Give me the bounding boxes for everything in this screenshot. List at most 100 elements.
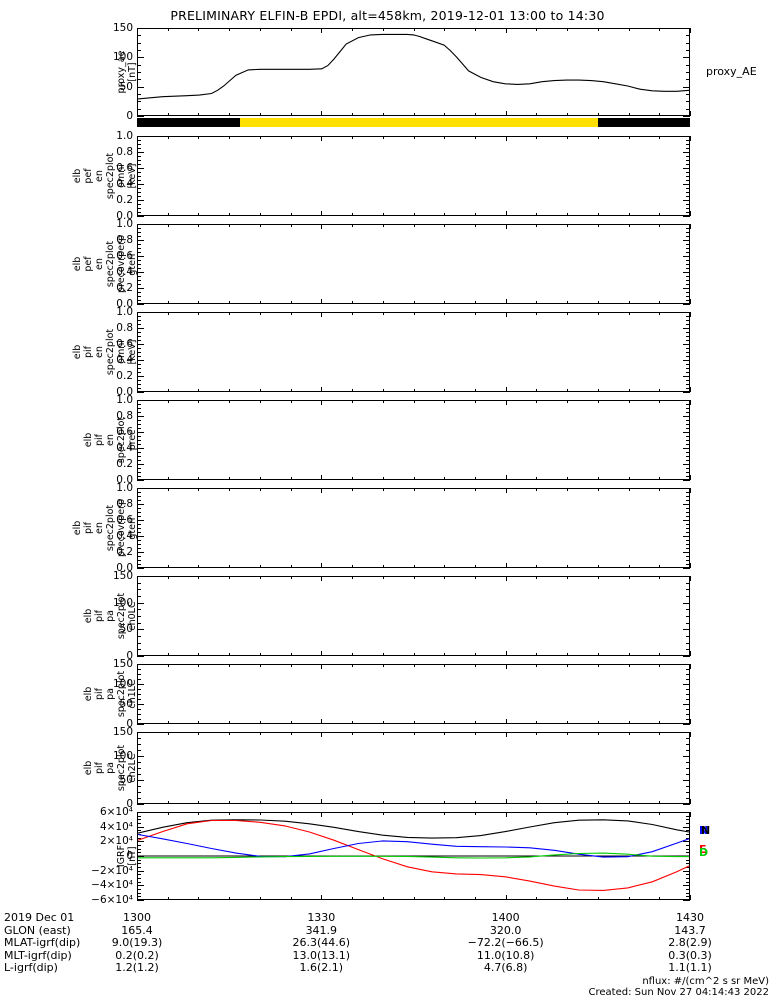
xtick-minor [229,477,230,480]
xtick-minor [598,721,599,724]
ytick-minor [686,404,690,405]
ytick-major [137,576,144,577]
xtick-minor [567,488,568,491]
ytick-label: 6×10⁴ [99,806,133,818]
ytick-minor [137,94,141,95]
data-coverage-bar[interactable] [137,118,690,127]
ylabel-word: pa [105,610,116,622]
ytick-minor [686,786,690,787]
xtick-major [321,28,322,33]
ytick-minor [137,428,141,429]
ytick-minor [686,35,690,36]
ytick-major [683,312,690,313]
xtick-minor [659,400,660,403]
ytick-major [137,216,144,217]
ylabel-word: gterr [127,516,138,540]
xtick-minor [659,897,660,900]
ytick-major [137,116,144,117]
xtick-minor [291,312,292,315]
xtick-minor [414,576,415,579]
ytick-minor [137,564,141,565]
xtick-minor [260,897,261,900]
ytick-major [137,827,144,828]
ephemeris-row-label: MLAT-igrf(dip) [4,936,81,949]
xtick-minor [567,400,568,403]
ytick-major [137,28,144,29]
xtick-minor [567,801,568,804]
xtick-minor [536,565,537,568]
ytick-label: 0 [126,850,133,862]
xtick-minor [198,136,199,139]
xtick-minor [229,897,230,900]
ephemeris-value: 0.3(0.3) [668,948,712,962]
ytick-minor [137,709,141,710]
xtick-minor [383,565,384,568]
ytick-minor [137,352,141,353]
ytick-minor [686,674,690,675]
xtick-minor [536,28,537,31]
ytick-minor [137,440,141,441]
xtick-minor [291,801,292,804]
ytick-major [137,344,144,345]
ylabel-word: gterr [127,252,138,276]
xtick-minor [475,136,476,139]
xtick-minor [291,400,292,403]
xtick-minor [168,732,169,735]
xtick-minor [536,801,537,804]
ytick-minor [137,244,141,245]
xtick-minor [260,477,261,480]
xtick-minor [168,136,169,139]
ytick-minor [686,424,690,425]
ytick-minor [686,284,690,285]
xtick-major [321,799,322,804]
xtick-minor [475,812,476,815]
ytick-major [137,812,144,813]
ytick-major [683,464,690,465]
xtick-major [137,312,138,317]
ytick-minor [686,694,690,695]
ytick-major [683,392,690,393]
ytick-minor [686,43,690,44]
xtick-major [506,299,507,304]
ytick-label: 150 [112,726,133,738]
xtick-minor [198,576,199,579]
series-B_down [138,852,689,859]
xtick-minor [444,28,445,31]
ytick-major [137,464,144,465]
xtick-minor [260,812,261,815]
ytick-major [683,432,690,433]
xtick-minor [291,477,292,480]
ytick-major [137,841,144,842]
ytick-major [683,152,690,153]
xtick-minor [352,664,353,667]
xtick-minor [168,213,169,216]
ytick-major [137,416,144,417]
ylabel-word: precovrperp [116,235,127,293]
xtick-minor [383,801,384,804]
ytick-minor [686,699,690,700]
xtick-minor [229,732,230,735]
xtick-minor [198,477,199,480]
xtick-major [506,488,507,493]
xtick-minor [168,565,169,568]
ytick-minor [137,623,141,624]
coverage-segment [239,118,598,127]
xtick-minor [229,400,230,403]
ytick-minor [686,819,690,820]
xtick-major [321,488,322,493]
ytick-minor [686,384,690,385]
ytick-minor [686,232,690,233]
ytick-minor [137,719,141,720]
ytick-minor [137,452,141,453]
xtick-minor [229,213,230,216]
ylabel-word: elb [83,608,94,624]
xtick-major [690,475,691,480]
xtick-minor [352,136,353,139]
ytick-minor [686,669,690,670]
ylabel-word: ch0LC [127,601,138,631]
ylabel-word: pif [94,687,105,701]
ytick-major [683,376,690,377]
ytick-minor [686,236,690,237]
ytick-minor [686,719,690,720]
xtick-major [137,475,138,480]
